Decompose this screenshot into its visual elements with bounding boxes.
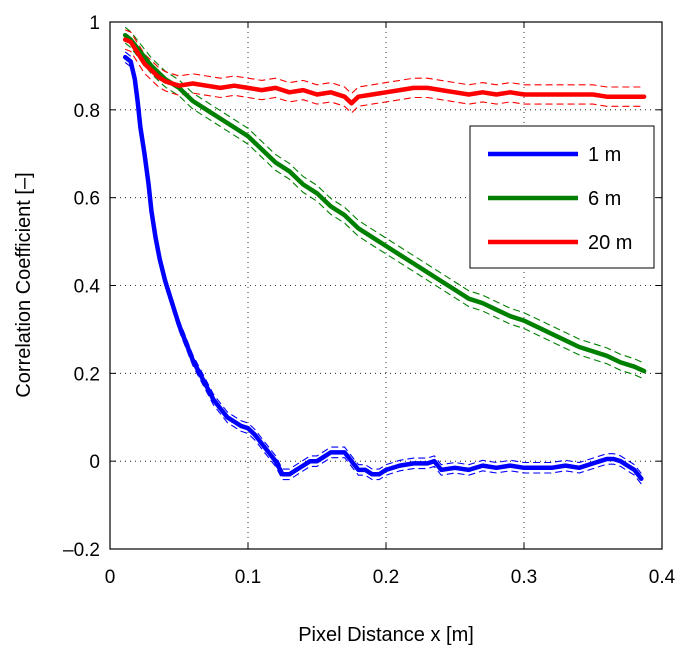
x-tick-label: 0.4 [649,567,676,588]
tick-labels: 0 0.1 0.2 0.3 0.4–0.200.20.40.60.81 [63,13,676,588]
y-tick-label: 0.4 [74,277,101,298]
x-tick-label: 0.1 [235,567,261,588]
legend-label-20-m: 20 m [588,232,632,254]
series-lines [122,32,647,481]
x-tick-label: 0.2 [373,567,399,588]
plot-area [109,21,663,550]
series-band-upper-20-m [124,29,645,95]
y-tick-label: 0.8 [74,101,100,122]
series-line-1-m [122,54,644,481]
x-tick-label: 0.3 [511,567,537,588]
series-line-20-m [122,37,647,106]
x-tick-label: 0 [105,567,116,588]
y-tick-label: –0.2 [63,540,100,561]
series-band-lower-6-m [124,42,645,380]
axis-ticks [109,21,663,550]
series-band-upper-6-m [124,26,645,364]
legend-label-1-m: 1 m [588,144,621,166]
y-tick-label: 0.6 [74,189,100,210]
series-band-lower-20-m [124,48,645,114]
x-axis-label: Pixel Distance x [m] [298,624,474,646]
y-tick-label: 0.2 [74,364,100,385]
y-tick-label: 0 [89,452,100,473]
series-line-6-m [122,32,647,374]
legend-label-6-m: 6 m [588,188,621,210]
y-axis-label: Correlation Coefficient [–] [13,172,35,397]
legend: 1 m 6 m 20 m [469,125,655,269]
y-tick-label: 1 [89,13,100,34]
